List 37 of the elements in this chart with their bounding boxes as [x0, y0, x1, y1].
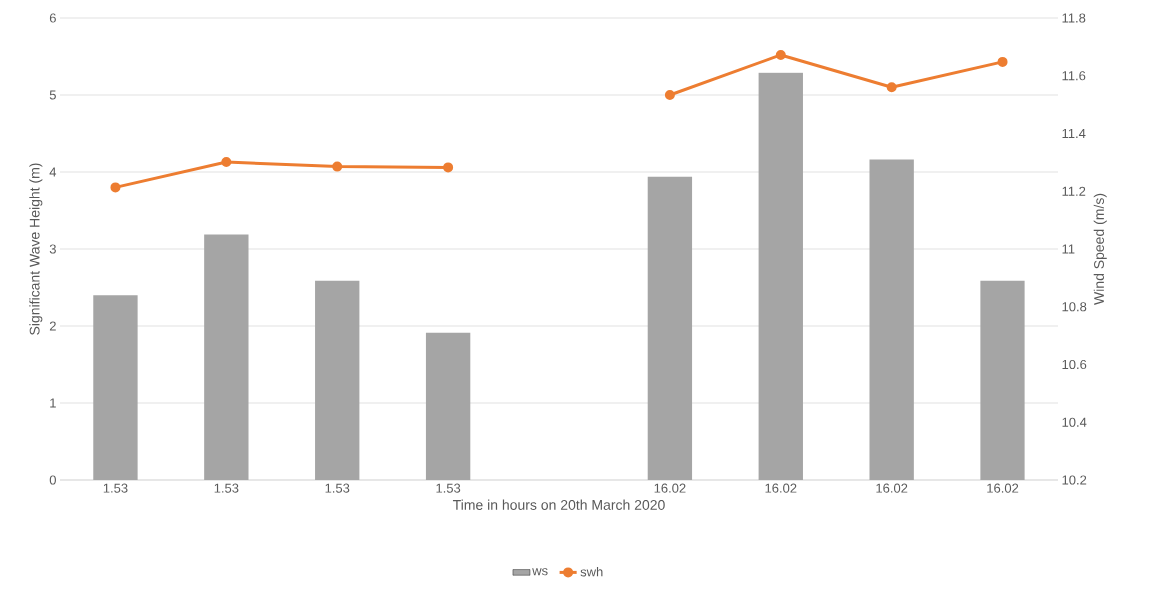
- y-tick-label: 4: [49, 167, 57, 177]
- x-tick-label: 1.53: [436, 483, 461, 493]
- y2-tick-label: 10.4: [1062, 417, 1087, 427]
- x-tick-label: 16.02: [876, 483, 908, 493]
- y2-tick-label: 10.8: [1062, 302, 1087, 312]
- y-tick-label: 3: [49, 244, 56, 254]
- x-tick-label: 16.02: [654, 483, 686, 493]
- y2-tick-label: 10.2: [1062, 475, 1087, 485]
- x-tick-label: 1.53: [214, 483, 239, 493]
- y2-tick-label: 11.2: [1062, 186, 1086, 196]
- y-tick-label: 2: [49, 321, 56, 331]
- legend-label: swh: [580, 566, 603, 577]
- point: [997, 56, 1008, 67]
- y2-tick-label: 10.6: [1062, 359, 1087, 370]
- point: [332, 161, 343, 172]
- y-axis-title: Significant Wave Height (m): [29, 163, 43, 335]
- point: [110, 182, 121, 193]
- point: [221, 156, 232, 167]
- y-tick-label: 0: [49, 475, 56, 485]
- legend-label: ws: [532, 568, 548, 576]
- y2-tick-label: 11.4: [1062, 129, 1086, 138]
- point: [664, 90, 675, 100]
- point: [775, 49, 786, 60]
- x-tick-label: 16.02: [765, 483, 797, 493]
- x-tick-label: 1.53: [325, 483, 350, 493]
- x-tick-label: 1.53: [103, 483, 128, 493]
- point: [886, 82, 897, 93]
- y2-axis-title: Wind Speed (m/s): [1093, 193, 1107, 305]
- y2-tick-label: 11: [1062, 244, 1075, 254]
- x-tick-label: 16.02: [987, 483, 1019, 493]
- x-axis-title: Time in hours on 20th March 2020: [452, 499, 665, 510]
- y-tick-label: 6: [49, 13, 56, 23]
- y2-tick-label: 11.6: [1062, 71, 1086, 81]
- y-tick-label: 5: [49, 90, 56, 100]
- y-tick-label: 1: [50, 398, 56, 408]
- point: [443, 162, 454, 173]
- y2-tick-label: 11.8: [1062, 13, 1086, 23]
